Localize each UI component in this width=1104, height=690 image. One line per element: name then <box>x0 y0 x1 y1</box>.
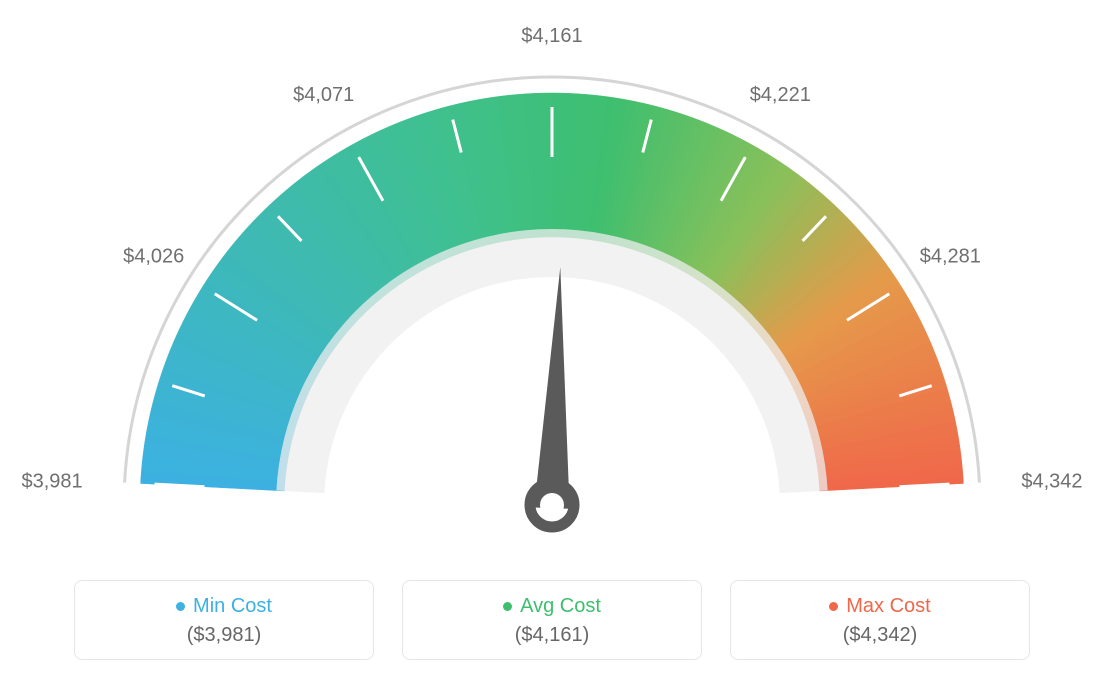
legend-dot-avg <box>503 602 512 611</box>
legend-label-max: Max Cost <box>846 595 930 618</box>
legend-row: Min Cost ($3,981) Avg Cost ($4,161) Max … <box>0 580 1104 660</box>
tick-label: $4,281 <box>920 246 981 268</box>
tick-label: $4,071 <box>293 84 354 106</box>
gauge-area: $3,981 $4,026 $4,071 $4,161 $4,221 $4,281 $4,3… <box>0 0 1104 560</box>
chart-container: $3,981 $4,026 $4,071 $4,161 $4,221 $4,281 $4,3… <box>0 0 1104 690</box>
legend-value-min: ($3,981) <box>75 624 373 647</box>
legend-card-avg: Avg Cost ($4,161) <box>402 580 702 660</box>
gauge-svg: $3,981 $4,026 $4,071 $4,161 $4,221 $4,281 $4,3… <box>0 0 1104 560</box>
tick-label: $4,161 <box>521 25 582 47</box>
tick-label: $4,342 <box>1021 470 1082 492</box>
legend-label-avg: Avg Cost <box>520 595 601 618</box>
legend-value-avg: ($4,161) <box>403 624 701 647</box>
tick-label: $4,221 <box>750 84 811 106</box>
legend-label-min: Min Cost <box>193 595 272 618</box>
legend-value-max: ($4,342) <box>731 624 1029 647</box>
tick-label: $3,981 <box>21 470 82 492</box>
legend-top-avg: Avg Cost <box>403 595 701 618</box>
legend-card-max: Max Cost ($4,342) <box>730 580 1030 660</box>
legend-top-max: Max Cost <box>731 595 1029 618</box>
legend-card-min: Min Cost ($3,981) <box>74 580 374 660</box>
tick-label: $4,026 <box>123 246 184 268</box>
needle <box>534 267 569 509</box>
legend-top-min: Min Cost <box>75 595 373 618</box>
needle-hub-center <box>540 493 564 517</box>
legend-dot-min <box>176 602 185 611</box>
legend-dot-max <box>829 602 838 611</box>
